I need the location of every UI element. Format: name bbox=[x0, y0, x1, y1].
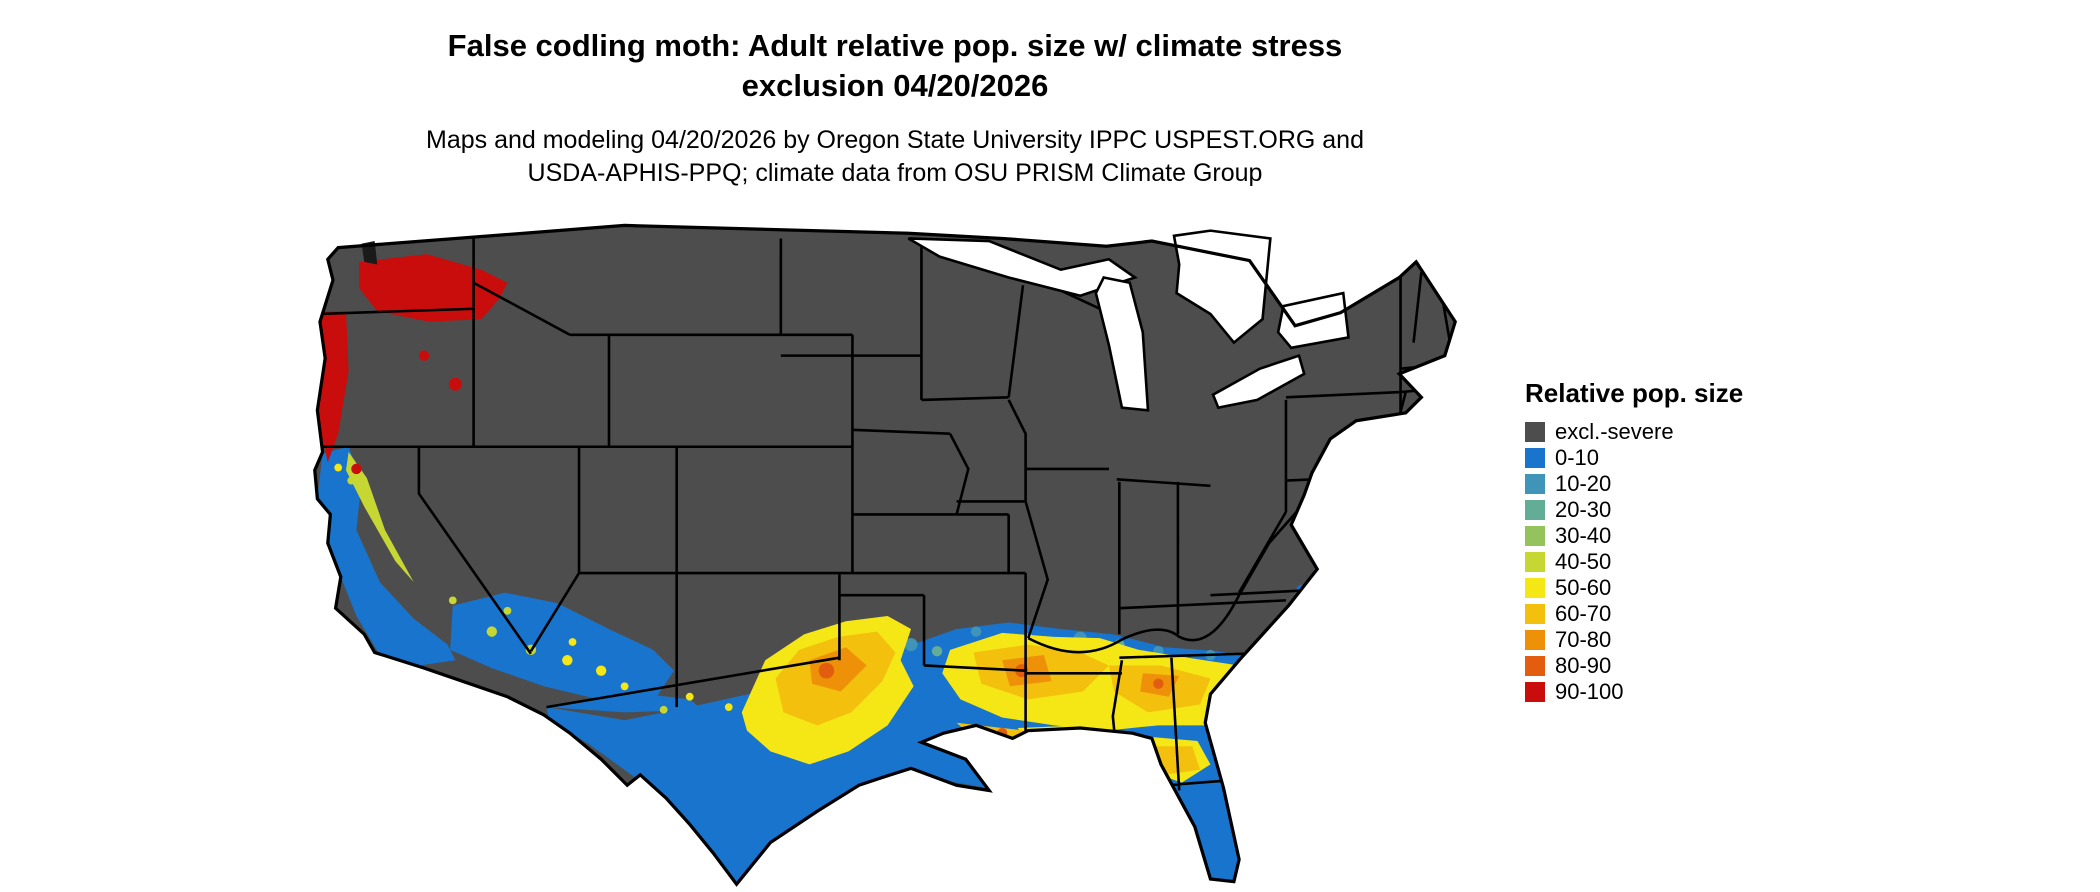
legend-color-swatch bbox=[1525, 499, 1545, 520]
lake-michigan bbox=[1094, 276, 1150, 412]
legend-item-label: excl.-severe bbox=[1555, 418, 1674, 444]
page-subtitle: Maps and modeling 04/20/2026 by Oregon S… bbox=[0, 124, 1790, 190]
speckle-10-20 bbox=[904, 638, 918, 652]
us-map-svg bbox=[313, 223, 1457, 887]
legend-item: 30-40 bbox=[1525, 522, 1743, 548]
legend-color-swatch bbox=[1525, 629, 1545, 650]
title-line-2: exclusion 04/20/2026 bbox=[741, 68, 1049, 103]
speckle-40-50 bbox=[347, 476, 356, 485]
region-texas-core-70-80 bbox=[809, 647, 867, 692]
legend-item: 40-50 bbox=[1525, 548, 1743, 574]
spot-90-100 bbox=[418, 350, 430, 361]
map-header: False codling moth: Adult relative pop. … bbox=[0, 26, 1790, 190]
speckle-20-30 bbox=[931, 645, 943, 657]
legend-color-swatch bbox=[1525, 681, 1545, 702]
us-outline bbox=[313, 223, 1457, 887]
lake-superior bbox=[907, 237, 1138, 298]
speckle-10-20 bbox=[970, 626, 982, 637]
speckle-40-50 bbox=[448, 596, 457, 605]
map-container bbox=[299, 202, 1484, 892]
region-california-0-10 bbox=[317, 446, 456, 666]
legend-color-swatch bbox=[1525, 603, 1545, 624]
speckle-50-60 bbox=[620, 682, 629, 691]
legend-item: 60-70 bbox=[1525, 600, 1743, 626]
legend-item-label: 60-70 bbox=[1555, 600, 1612, 626]
legend-item-label: 20-30 bbox=[1555, 496, 1612, 522]
legend-item: 90-100 bbox=[1525, 678, 1743, 704]
spot-80-90 bbox=[818, 662, 835, 679]
speckle-50-60 bbox=[562, 655, 573, 666]
speckle-50-60 bbox=[685, 692, 694, 701]
legend-item-label: 10-20 bbox=[1555, 470, 1612, 496]
spot-80-90 bbox=[1153, 678, 1164, 689]
legend-item: 20-30 bbox=[1525, 496, 1743, 522]
legend-item-label: 0-10 bbox=[1555, 444, 1600, 470]
speckle-50-60 bbox=[724, 703, 733, 712]
speckle-40-50 bbox=[503, 606, 512, 615]
legend-color-swatch bbox=[1525, 551, 1545, 572]
legend-item-label: 50-60 bbox=[1555, 574, 1612, 600]
region-sierra-fringe-40-50 bbox=[346, 451, 414, 583]
speckle-40-50 bbox=[659, 705, 668, 714]
speckle-50-60 bbox=[568, 638, 577, 646]
legend-item-label: 40-50 bbox=[1555, 548, 1612, 574]
legend-item: 80-90 bbox=[1525, 652, 1743, 678]
title-line-1: False codling moth: Adult relative pop. … bbox=[447, 28, 1343, 63]
map-legend: Relative pop. size excl.-severe 0-10 10-… bbox=[1525, 378, 1743, 707]
legend-item: 70-80 bbox=[1525, 626, 1743, 652]
legend-color-swatch bbox=[1525, 577, 1545, 598]
legend-item-label: 90-100 bbox=[1555, 678, 1624, 704]
speckle-50-60 bbox=[595, 665, 607, 676]
speckle-40-50 bbox=[486, 626, 498, 637]
legend-title: Relative pop. size bbox=[1525, 378, 1744, 408]
spot-90-100 bbox=[448, 377, 462, 391]
legend-item-label: 30-40 bbox=[1555, 522, 1612, 548]
legend-item: 0-10 bbox=[1525, 444, 1743, 470]
speckle-20-30 bbox=[1265, 640, 1273, 649]
legend-item: 50-60 bbox=[1525, 574, 1743, 600]
page-title: False codling moth: Adult relative pop. … bbox=[0, 26, 1790, 106]
subtitle-line-1: Maps and modeling 04/20/2026 by Oregon S… bbox=[426, 126, 1364, 154]
speckle-50-60 bbox=[334, 463, 343, 472]
subtitle-line-2: USDA-APHIS-PPQ; climate data from OSU PR… bbox=[527, 159, 1263, 187]
legend-item: 10-20 bbox=[1525, 470, 1743, 496]
legend-item: excl.-severe bbox=[1525, 418, 1743, 444]
legend-color-swatch bbox=[1525, 447, 1545, 468]
legend-color-swatch bbox=[1525, 655, 1545, 676]
legend-color-swatch bbox=[1525, 525, 1545, 546]
lake-erie bbox=[1211, 353, 1306, 410]
spot-90-100 bbox=[351, 463, 362, 475]
legend-item-label: 70-80 bbox=[1555, 626, 1612, 652]
legend-item-label: 80-90 bbox=[1555, 652, 1612, 678]
legend-color-swatch bbox=[1525, 473, 1545, 494]
region-columbia-basin-90-100 bbox=[359, 254, 508, 322]
legend-color-swatch bbox=[1525, 421, 1545, 442]
speckle-10-20 bbox=[1244, 658, 1255, 670]
